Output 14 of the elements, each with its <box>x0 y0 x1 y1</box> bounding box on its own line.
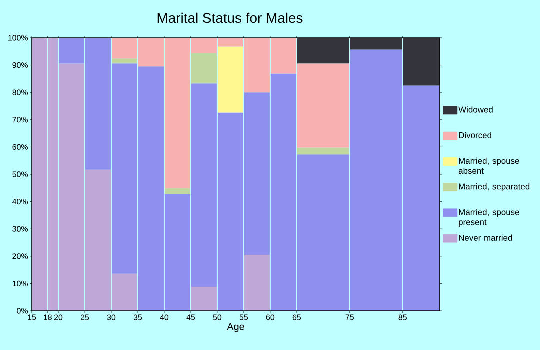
legend-label: Married, separated <box>459 183 530 192</box>
bar <box>190 286 218 311</box>
bar <box>111 58 138 64</box>
chart-title: Marital Status for Males <box>158 12 303 24</box>
x-axis-title: Age <box>227 323 244 332</box>
bar <box>164 188 191 194</box>
bar <box>190 54 218 84</box>
bar <box>244 255 270 311</box>
legend-label: Widowed <box>458 106 493 113</box>
bar <box>217 46 244 113</box>
legend-label: Never married <box>459 234 512 241</box>
legend-label: Married, spouse present <box>459 209 520 227</box>
legend-label: Divorced <box>459 132 492 138</box>
legend-label: Married, spouse absent <box>458 158 520 174</box>
